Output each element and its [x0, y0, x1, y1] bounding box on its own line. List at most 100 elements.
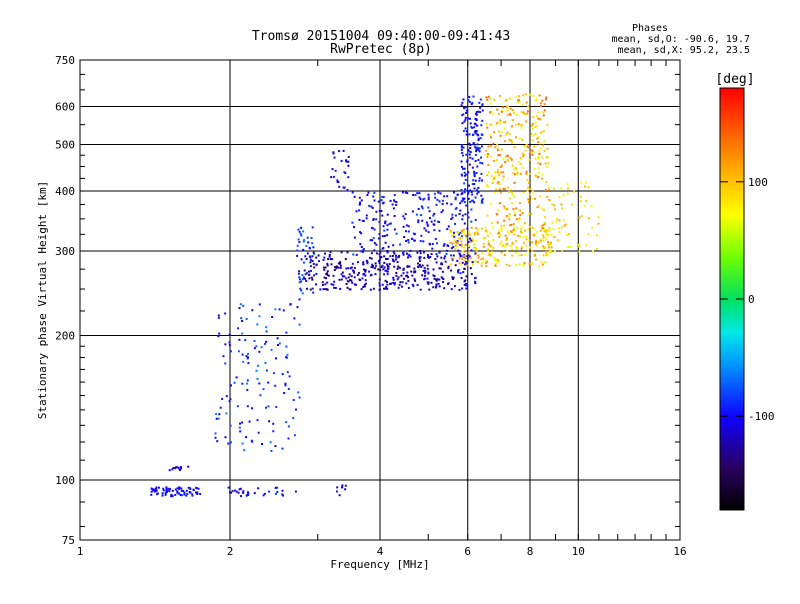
data-point: [370, 252, 373, 255]
data-point: [441, 202, 444, 205]
data-point: [305, 245, 308, 247]
data-point: [443, 243, 446, 246]
data-point: [300, 280, 303, 283]
data-point: [217, 417, 220, 420]
data-point: [435, 203, 438, 206]
data-point: [347, 155, 350, 158]
data-point: [522, 236, 525, 239]
data-point: [502, 205, 505, 208]
data-point: [487, 164, 490, 167]
data-point: [453, 191, 455, 194]
data-point: [178, 492, 181, 495]
data-point: [540, 260, 543, 263]
data-point: [490, 156, 493, 159]
data-point: [339, 264, 342, 267]
data-point: [454, 198, 457, 201]
data-point: [171, 495, 174, 498]
data-point: [454, 207, 457, 210]
data-point: [539, 229, 542, 232]
data-point: [459, 231, 462, 234]
data-point: [550, 251, 553, 254]
data-point: [505, 105, 508, 108]
data-point: [528, 193, 531, 196]
data-point: [498, 188, 501, 191]
data-point: [511, 125, 513, 128]
data-point: [515, 123, 517, 126]
data-point: [385, 258, 387, 260]
data-point: [424, 274, 426, 277]
x-tick-label: 1: [77, 545, 84, 558]
data-point: [474, 282, 477, 285]
data-point: [474, 219, 477, 221]
data-point: [418, 192, 421, 195]
data-point: [473, 187, 476, 190]
data-point: [472, 95, 475, 98]
data-point: [520, 232, 523, 234]
data-point: [465, 287, 468, 290]
data-point: [460, 193, 463, 196]
data-point: [414, 279, 417, 282]
data-point: [513, 214, 516, 217]
data-point: [351, 281, 354, 284]
data-point: [472, 142, 475, 145]
data-point: [331, 168, 334, 171]
data-point: [339, 261, 342, 264]
data-point: [439, 267, 442, 270]
data-point: [378, 209, 381, 212]
data-point: [407, 225, 410, 228]
data-point: [472, 179, 475, 182]
data-point: [538, 150, 541, 153]
data-point: [533, 234, 535, 237]
data-point: [535, 115, 538, 118]
data-point: [407, 287, 410, 289]
data-point: [568, 233, 570, 235]
data-point: [477, 260, 479, 263]
data-point: [253, 339, 256, 342]
data-point: [392, 207, 395, 210]
data-point: [228, 341, 231, 344]
data-point: [412, 194, 415, 196]
data-point: [247, 356, 249, 359]
data-point: [397, 276, 400, 279]
data-point: [370, 257, 373, 260]
data-point: [378, 253, 381, 256]
data-point: [400, 274, 403, 277]
data-point: [493, 263, 496, 266]
data-point: [298, 270, 301, 273]
data-point: [265, 326, 268, 329]
data-point: [450, 203, 453, 206]
data-point: [359, 201, 361, 204]
data-point: [463, 191, 466, 194]
data-point: [395, 254, 398, 257]
data-point: [596, 234, 598, 237]
data-point: [394, 282, 396, 285]
data-point: [525, 244, 528, 247]
data-point: [525, 172, 528, 175]
data-point: [351, 262, 354, 265]
data-point: [245, 355, 248, 358]
data-point: [379, 251, 382, 254]
data-point: [413, 267, 416, 270]
data-point: [541, 207, 544, 210]
data-point: [435, 283, 438, 286]
data-point: [537, 136, 540, 139]
data-point: [293, 317, 296, 320]
data-point: [464, 174, 466, 177]
data-point: [300, 234, 303, 237]
data-point: [587, 233, 590, 236]
data-point: [304, 255, 307, 258]
data-point: [539, 195, 542, 198]
data-point: [237, 491, 240, 494]
data-point: [498, 94, 501, 97]
data-point: [152, 489, 155, 492]
data-point: [309, 256, 312, 259]
data-point: [272, 430, 275, 433]
data-point: [393, 199, 395, 202]
data-point: [542, 247, 545, 250]
data-point: [573, 190, 575, 193]
data-point: [547, 185, 550, 188]
data-point: [293, 434, 296, 437]
data-point: [480, 145, 483, 148]
data-point: [239, 422, 241, 425]
data-point: [550, 233, 553, 236]
